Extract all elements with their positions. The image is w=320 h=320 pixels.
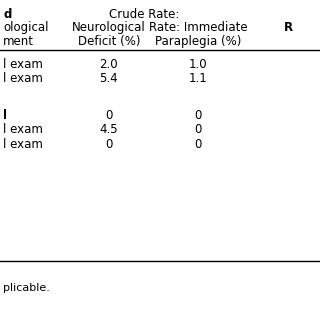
Text: 0: 0 xyxy=(105,109,113,122)
Text: Paraplegia (%): Paraplegia (%) xyxy=(155,35,242,48)
Text: 1.1: 1.1 xyxy=(189,72,208,85)
Text: Rate: Immediate: Rate: Immediate xyxy=(149,21,248,34)
Text: l: l xyxy=(3,109,7,122)
Text: ment: ment xyxy=(3,35,34,48)
Text: Neurological: Neurological xyxy=(72,21,146,34)
Text: l exam: l exam xyxy=(3,72,43,85)
Text: l exam: l exam xyxy=(3,138,43,150)
Text: Crude Rate:: Crude Rate: xyxy=(109,8,179,21)
Text: Deficit (%): Deficit (%) xyxy=(77,35,140,48)
Text: plicable.: plicable. xyxy=(3,283,50,293)
Text: 1.0: 1.0 xyxy=(189,58,208,70)
Text: l exam: l exam xyxy=(3,58,43,70)
Text: 0: 0 xyxy=(195,109,202,122)
Text: l exam: l exam xyxy=(3,123,43,136)
Text: 0: 0 xyxy=(105,138,113,150)
Text: 2.0: 2.0 xyxy=(100,58,118,70)
Text: d: d xyxy=(3,8,12,21)
Text: 4.5: 4.5 xyxy=(100,123,118,136)
Text: 0: 0 xyxy=(195,138,202,150)
Text: 5.4: 5.4 xyxy=(100,72,118,85)
Text: 0: 0 xyxy=(195,123,202,136)
Text: ological: ological xyxy=(3,21,49,34)
Text: R: R xyxy=(284,21,292,34)
